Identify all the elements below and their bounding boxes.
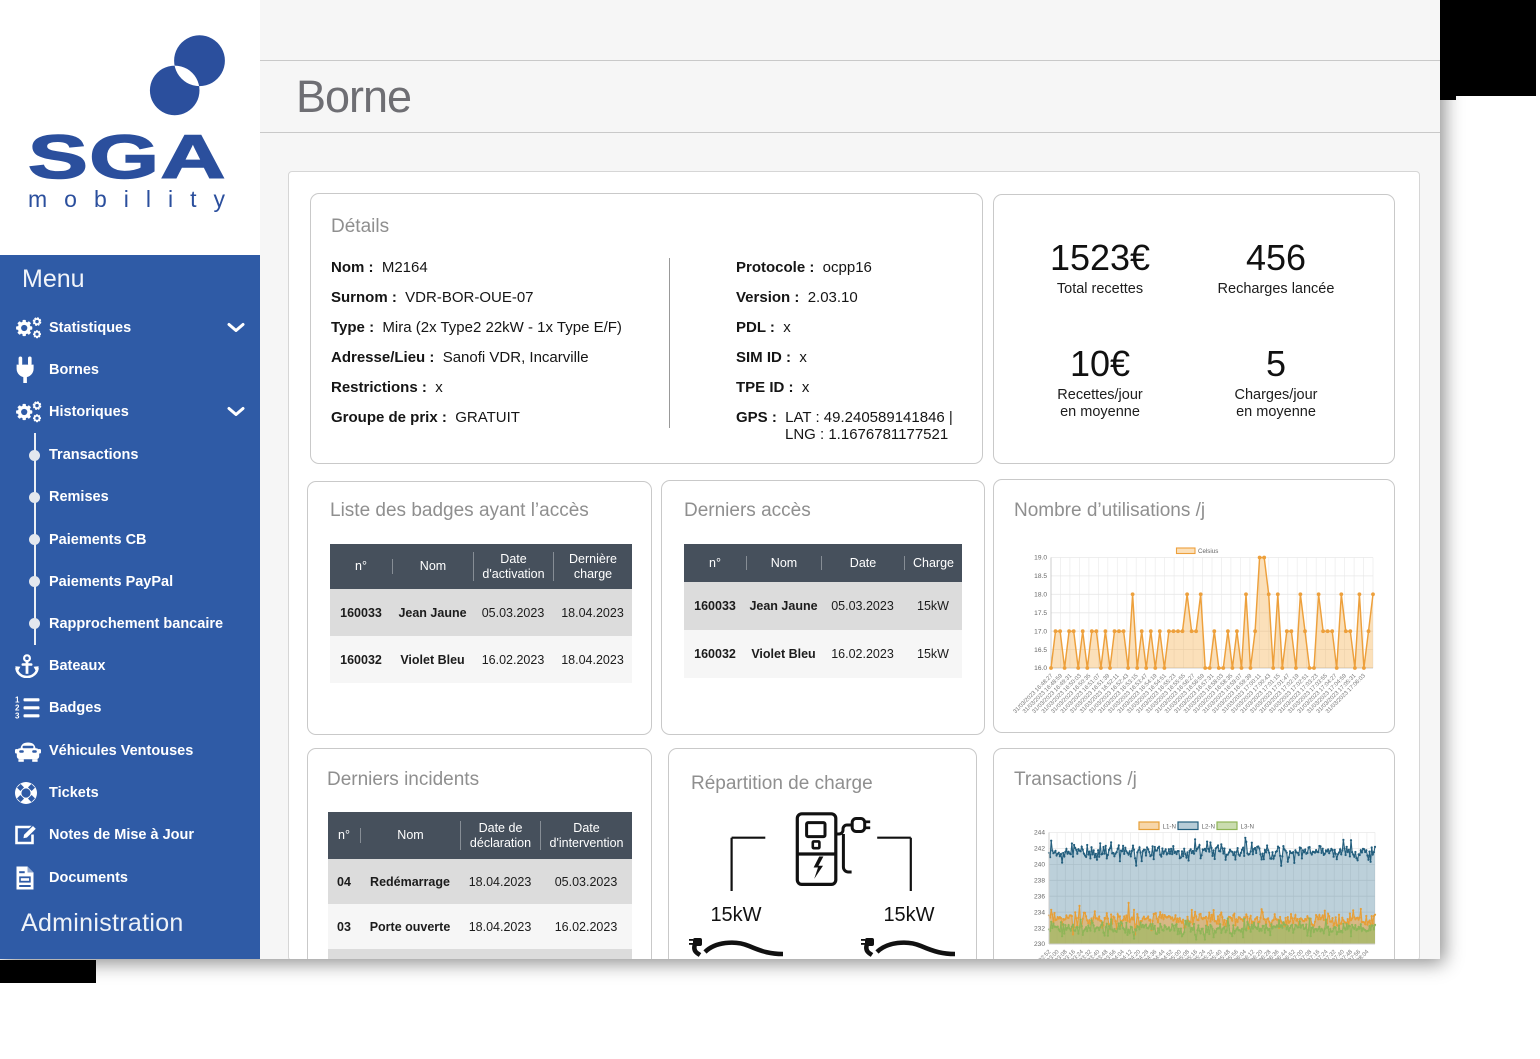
svg-text:18.5: 18.5 [1034,573,1047,580]
svg-text:07:16: 07:16 [1307,949,1322,959]
svg-text:06:12: 06:12 [1242,949,1257,959]
svg-text:03:48: 03:48 [1095,949,1110,959]
svg-text:07:56: 07:56 [1348,949,1363,959]
svg-text:05:24: 05:24 [1193,949,1208,959]
svg-text:05:32: 05:32 [1201,949,1216,959]
svg-text:06:04: 06:04 [1234,949,1249,959]
svg-text:07:00: 07:00 [1291,949,1306,959]
svg-text:3: 3 [15,712,20,721]
svg-text:15kW: 15kW [710,904,761,926]
svg-text:15kW: 15kW [883,904,934,926]
svg-text:236: 236 [1034,893,1045,900]
svg-text:03:16: 03:16 [1062,949,1077,959]
svg-text:232: 232 [1034,925,1045,932]
svg-text:03:08: 03:08 [1054,949,1069,959]
svg-text:19.0: 19.0 [1034,555,1047,562]
svg-text:03:32: 03:32 [1079,949,1094,959]
svg-text:Celsius: Celsius [1198,548,1218,555]
svg-text:04:44: 04:44 [1152,949,1167,959]
svg-text:03:00: 03:00 [1046,949,1061,959]
svg-text:18.0: 18.0 [1034,592,1047,599]
svg-text:04:20: 04:20 [1128,949,1143,959]
svg-text:05:16: 05:16 [1185,949,1200,959]
svg-text:17.0: 17.0 [1034,628,1047,635]
svg-text:L2-N: L2-N [1202,824,1215,831]
svg-text:244: 244 [1034,830,1045,837]
svg-text:L3-N: L3-N [1241,824,1254,831]
svg-text:242: 242 [1034,846,1045,853]
svg-text:05:48: 05:48 [1217,949,1232,959]
svg-text:238: 238 [1034,878,1045,885]
svg-text:06:52: 06:52 [1282,949,1297,959]
svg-text:03:24: 03:24 [1071,949,1086,959]
svg-text:04:52: 04:52 [1160,949,1175,959]
svg-text:230: 230 [1034,941,1045,948]
svg-text:06:36: 06:36 [1266,949,1281,959]
svg-text:240: 240 [1034,862,1045,869]
svg-text:234: 234 [1034,909,1045,916]
svg-text:07:40: 07:40 [1331,949,1346,959]
svg-text:04:04: 04:04 [1111,949,1126,959]
svg-text:02:52: 02:52 [1038,949,1053,959]
svg-text:L1-N: L1-N [1163,824,1176,831]
svg-text:05:00: 05:00 [1168,949,1183,959]
svg-text:04:12: 04:12 [1119,949,1134,959]
svg-text:06:44: 06:44 [1274,949,1289,959]
svg-text:1: 1 [15,696,20,704]
svg-text:03:56: 03:56 [1103,949,1118,959]
svg-text:04:36: 04:36 [1144,949,1159,959]
svg-text:07:24: 07:24 [1315,949,1330,959]
svg-text:05:40: 05:40 [1209,949,1224,959]
svg-text:07:08: 07:08 [1299,949,1314,959]
svg-text:07:32: 07:32 [1323,949,1338,959]
svg-text:16.0: 16.0 [1034,665,1047,672]
svg-text:06:28: 06:28 [1258,949,1273,959]
svg-text:03:40: 03:40 [1087,949,1102,959]
svg-text:07:48: 07:48 [1340,949,1355,959]
svg-text:04:28: 04:28 [1136,949,1151,959]
svg-text:05:56: 05:56 [1225,949,1240,959]
svg-text:08:04: 08:04 [1356,949,1371,959]
svg-text:17.5: 17.5 [1034,610,1047,617]
svg-text:16.5: 16.5 [1034,647,1047,654]
svg-text:06:20: 06:20 [1250,949,1265,959]
svg-text:05:08: 05:08 [1177,949,1192,959]
svg-text:2: 2 [15,704,20,713]
